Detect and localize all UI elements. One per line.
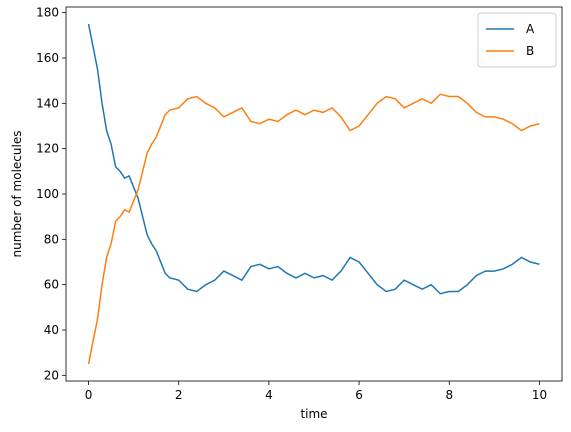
x-tick-label: 4 [265, 388, 273, 402]
series-line [87, 93, 540, 365]
y-tick-label: 160 [36, 51, 59, 65]
x-tick-label: 6 [355, 388, 363, 402]
y-tick-label: 100 [36, 187, 59, 201]
x-axis-label: time [300, 407, 327, 421]
x-tick-label: 2 [175, 388, 183, 402]
y-tick-label: 60 [44, 278, 59, 292]
y-tick-label: 140 [36, 96, 59, 110]
x-tick-label: 10 [532, 388, 547, 402]
y-axis-label: number of molecules [10, 131, 24, 258]
y-tick-label: 20 [44, 368, 59, 382]
legend-label: B [526, 44, 534, 58]
x-tick-label: 8 [445, 388, 453, 402]
x-tick-label: 0 [85, 388, 93, 402]
axes-frame [65, 6, 563, 382]
y-tick-label: 120 [36, 142, 59, 156]
legend-label: A [526, 22, 535, 36]
y-tick-label: 80 [44, 232, 59, 246]
series-line [87, 23, 540, 295]
y-tick-label: 40 [44, 323, 59, 337]
y-tick-label: 180 [36, 6, 59, 20]
legend-box [477, 12, 557, 68]
